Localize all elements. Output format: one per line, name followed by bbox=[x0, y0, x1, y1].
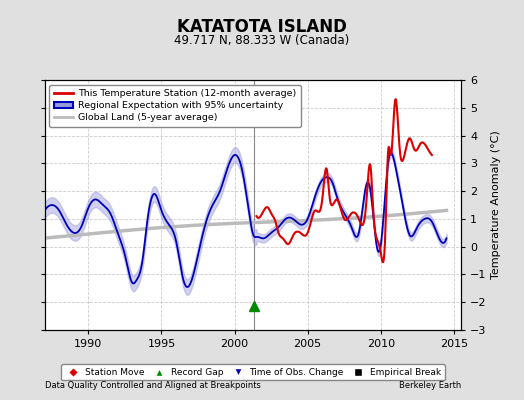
Legend: Station Move, Record Gap, Time of Obs. Change, Empirical Break: Station Move, Record Gap, Time of Obs. C… bbox=[61, 364, 445, 380]
Text: KATATOTA ISLAND: KATATOTA ISLAND bbox=[177, 18, 347, 36]
Y-axis label: Temperature Anomaly (°C): Temperature Anomaly (°C) bbox=[491, 131, 501, 279]
Text: 49.717 N, 88.333 W (Canada): 49.717 N, 88.333 W (Canada) bbox=[174, 34, 350, 47]
Text: Berkeley Earth: Berkeley Earth bbox=[399, 381, 461, 390]
Text: Data Quality Controlled and Aligned at Breakpoints: Data Quality Controlled and Aligned at B… bbox=[45, 381, 260, 390]
